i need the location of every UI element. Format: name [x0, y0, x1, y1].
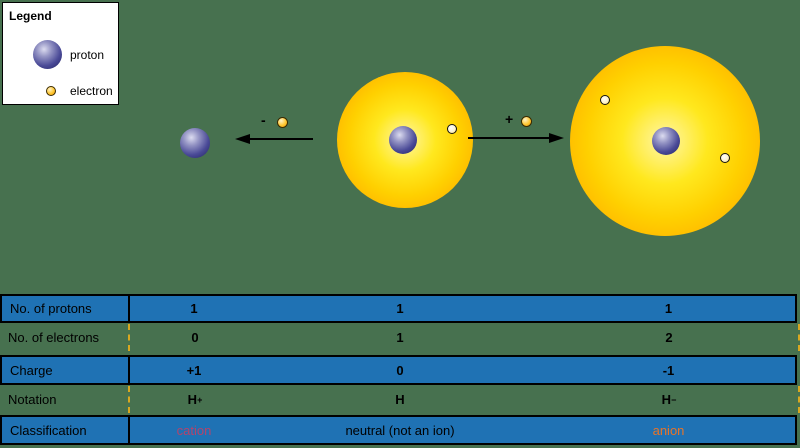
anion-electron-1-icon [600, 95, 610, 105]
classification-cation-value: cation [176, 422, 212, 438]
anion-atom-proton-sphere [652, 127, 680, 155]
classification-anion-value: anion [652, 422, 685, 438]
classification-neutral-value: neutral (not an ion) [345, 422, 455, 438]
plus-sign: + [505, 111, 514, 127]
electron-icon [46, 86, 56, 96]
cation-proton-sphere [180, 128, 210, 158]
legend-box: Legend proton electron [2, 2, 119, 105]
added-electron-icon [521, 116, 532, 127]
notation-base: H [187, 392, 198, 407]
row-label: Notation [0, 386, 130, 413]
row-label: No. of protons [2, 296, 130, 321]
electrons-cation-value: 0 [191, 330, 199, 345]
table-row-classification: Classification cation neutral (not an io… [0, 415, 797, 445]
protons-cation-value: 1 [190, 301, 198, 316]
table-row-charge: Charge +1 0 -1 [0, 355, 797, 385]
minus-sign: - [261, 112, 266, 128]
add-electron-arrowhead-icon [549, 133, 564, 143]
charge-cation-value: +1 [186, 362, 202, 378]
protons-anion-value: 1 [664, 301, 673, 316]
notation-base: H [395, 392, 405, 407]
add-electron-arrow [468, 137, 550, 139]
electrons-anion-value: 2 [540, 324, 800, 351]
row-label: Charge [2, 357, 130, 383]
protons-neutral-value: 1 [396, 301, 404, 316]
electrons-neutral-value: 1 [396, 330, 404, 345]
proton-icon [33, 40, 62, 69]
row-label: No. of electrons [0, 324, 130, 351]
notation-neutral-value: H [260, 386, 540, 413]
removed-electron-icon [277, 117, 288, 128]
table-row-notation: Notation H + H H − [0, 386, 800, 413]
neutral-atom-proton-sphere [389, 126, 417, 154]
row-label: Classification [2, 417, 130, 443]
notation-anion-value: H − [540, 386, 800, 413]
charge-anion-value: -1 [662, 362, 675, 378]
table-row-protons: No. of protons 1 1 1 [0, 294, 797, 323]
remove-electron-arrowhead-icon [235, 134, 250, 144]
legend-electron-label: electron [70, 84, 113, 98]
legend-proton-label: proton [70, 48, 105, 62]
charge-neutral-value: 0 [396, 362, 404, 378]
notation-cation-value: H + [187, 392, 203, 407]
legend-title: Legend [9, 9, 52, 23]
anion-electron-2-icon [720, 153, 730, 163]
remove-electron-arrow [249, 138, 313, 140]
notation-base: H [661, 392, 672, 407]
table-row-electrons: No. of electrons 0 1 2 [0, 324, 800, 351]
neutral-atom-electron-icon [447, 124, 457, 134]
